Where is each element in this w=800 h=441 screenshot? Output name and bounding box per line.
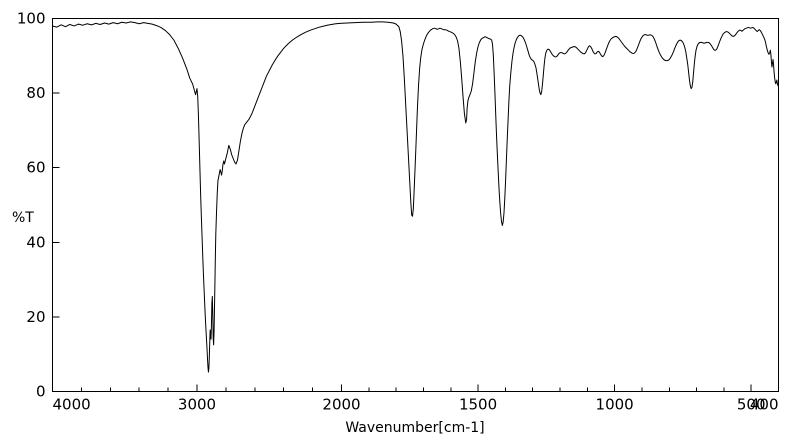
plot-frame bbox=[52, 18, 779, 392]
y-tick-label-20: 20 bbox=[26, 308, 45, 326]
y-axis-ticks bbox=[52, 18, 60, 392]
y-tick-label-100: 100 bbox=[17, 10, 46, 28]
x-tick-label-1000: 1000 bbox=[596, 396, 634, 414]
y-tick-label-40: 40 bbox=[26, 233, 45, 251]
y-axis-title: %T bbox=[12, 210, 34, 226]
spectrum-trace-line bbox=[52, 21, 779, 373]
x-tick-label-4000: 4000 bbox=[53, 396, 91, 414]
x-tick-label-1500: 1500 bbox=[459, 396, 497, 414]
x-tick-label-2000: 2000 bbox=[322, 396, 360, 414]
y-tick-label-80: 80 bbox=[26, 84, 45, 102]
x-tick-label-500: 500 bbox=[737, 396, 766, 414]
x-axis-ticks bbox=[52, 384, 779, 392]
y-tick-label-60: 60 bbox=[26, 159, 45, 177]
y-axis-tick-labels: 0 20 40 60 80 100 bbox=[17, 10, 46, 401]
x-tick-label-400: 400 bbox=[750, 396, 779, 414]
x-tick-label-3000: 3000 bbox=[178, 396, 216, 414]
x-axis-title: Wavenumber[cm-1] bbox=[345, 420, 484, 436]
y-tick-label-0: 0 bbox=[36, 383, 46, 401]
